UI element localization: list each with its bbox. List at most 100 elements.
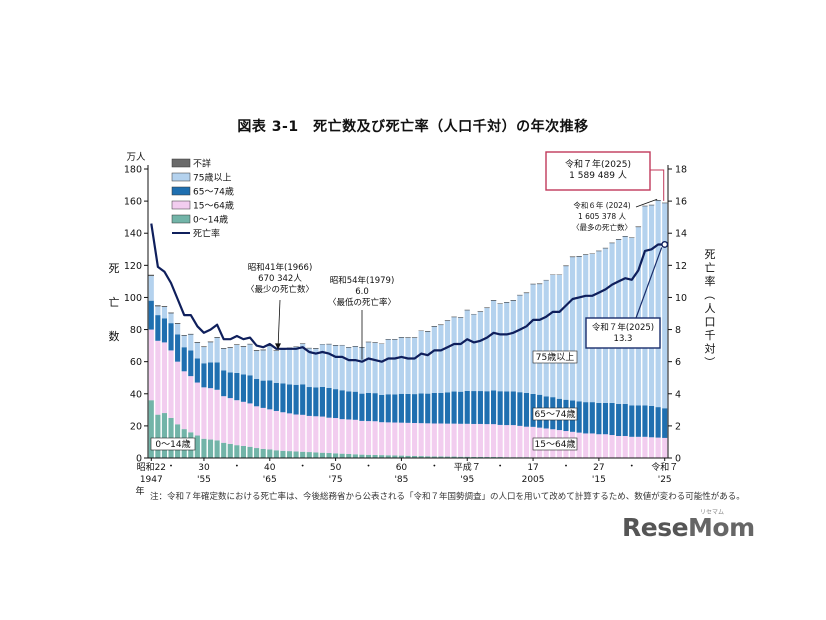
bar-age15_64-1970 — [300, 414, 306, 452]
legend-label-rate: 死亡率 — [193, 228, 220, 240]
bar-age15_64-1967 — [280, 412, 286, 451]
bar-age75plus-1948 — [155, 306, 161, 316]
bar-age0_14-1989 — [425, 456, 431, 458]
bar-age65_74-1972 — [313, 387, 319, 417]
right-axis-label-char: 亡 — [705, 261, 716, 275]
x-tick-western-1985: '85 — [394, 475, 408, 485]
bar-age15_64-1987 — [412, 423, 418, 456]
bar-age75plus-1957 — [214, 337, 220, 363]
x-tick-era-2025: 令和７ — [651, 461, 678, 473]
bar-age0_14-1969 — [293, 451, 299, 458]
bar-age75plus-2009 — [556, 274, 562, 399]
bar-age65_74-2000 — [497, 391, 503, 425]
bar-age65_74-2001 — [504, 391, 510, 426]
bar-age15_64-1995 — [464, 423, 470, 457]
x-tick-era-2015: 27 — [593, 463, 604, 473]
label-box-age75plus — [532, 350, 578, 364]
bar-age0_14-1972 — [313, 452, 319, 458]
bar-age15_64-1993 — [451, 423, 457, 457]
bar-age75plus-2024 — [655, 200, 661, 408]
bar-age15_64-1994 — [458, 423, 464, 457]
bar-age0_14-1957 — [214, 440, 220, 458]
label-box-age65_74 — [532, 407, 578, 421]
bar-age65_74-2021 — [635, 405, 641, 437]
bar-age65_74-1978 — [352, 391, 358, 420]
bar-age65_74-1993 — [451, 391, 457, 424]
bar-age65_74-1966 — [273, 382, 279, 411]
resemom-logo[interactable]: ReseMom — [622, 513, 755, 542]
bar-age0_14-1992 — [444, 456, 451, 458]
footnote: 注：令和７年確定数における死亡率は、今後総務省から公表される「令和７年国勢調査」… — [150, 492, 745, 502]
bar-age65_74-2020 — [629, 405, 635, 437]
left-tick-label-40: 40 — [130, 389, 142, 400]
bar-age75plus-1956 — [207, 342, 214, 363]
bar-age75plus-2003 — [517, 295, 523, 393]
bar-age65_74-2023 — [648, 405, 655, 438]
bar-age65_74-1963 — [254, 379, 260, 407]
bar-age75plus-2002 — [510, 300, 516, 392]
bar-age15_64-1958 — [221, 396, 227, 443]
bar-age65_74-1965 — [267, 380, 273, 410]
bar-age15_64-1990 — [431, 423, 437, 457]
bar-age0_14-1973 — [319, 452, 325, 458]
legend-label-age65_74: 65～74歳 — [193, 186, 234, 198]
callout-2025-rate-box — [585, 317, 661, 349]
bar-age75plus-1960 — [234, 344, 240, 373]
bar-age75plus-1951 — [175, 323, 181, 335]
left-tick-label-0: 0 — [136, 454, 142, 465]
annot-2024-0: 令和６年 (2024) — [573, 200, 630, 210]
bar-age65_74-1977 — [346, 391, 352, 420]
x-tick-western-2025: '25 — [658, 475, 672, 485]
bar-age65_74-1985 — [398, 393, 404, 423]
bar-age15_64-2025 — [662, 437, 668, 458]
bar-age65_74-2017 — [609, 402, 615, 436]
bar-age15_64-2020 — [629, 436, 635, 458]
bar-age65_74-2004 — [523, 392, 530, 427]
logo-kana: リセマム — [700, 509, 725, 516]
right-tick-label-0: 0 — [675, 454, 681, 465]
bar-age15_64-1989 — [425, 423, 431, 457]
bar-age65_74-1961 — [240, 374, 247, 402]
bar-age75plus-1977 — [346, 347, 352, 392]
right-axis-label-char: 口 — [705, 316, 716, 329]
bar-age65_74-1949 — [161, 318, 168, 343]
bar-age0_14-1974 — [326, 453, 332, 458]
legend-swatch-age15_64 — [171, 200, 191, 210]
left-tick-label-80: 80 — [130, 325, 142, 336]
bar-age65_74-1982 — [379, 394, 385, 423]
bar-age75plus-1958 — [221, 348, 227, 371]
bar-age75plus-2008 — [550, 274, 556, 398]
bar-age65_74-1992 — [444, 392, 451, 424]
bar-age75plus-2025 — [662, 203, 668, 409]
bar-age0_14-1979 — [359, 454, 365, 458]
axes-layer: 0 20 40 60 80 100 120 140 160 180 0 2 4 6 8 10 12 14 16 18 万… — [109, 152, 717, 497]
bar-age75plus-1988 — [418, 330, 424, 394]
x-tick-era-1947: 昭和22 — [137, 462, 166, 473]
bar-age65_74-1980 — [365, 392, 372, 422]
bar-age15_64-1947 — [148, 329, 154, 401]
bar-age15_64-1952 — [181, 371, 187, 430]
bar-age65_74-1970 — [300, 384, 306, 415]
left-tick-label-60: 60 — [130, 357, 142, 368]
bar-age15_64-1979 — [359, 420, 365, 455]
x-minor-dot-1950: ・ — [167, 462, 176, 472]
bar-age75plus-1969 — [293, 346, 299, 385]
x-tick-western-2005: 2005 — [522, 475, 545, 485]
bar-age65_74-2003 — [517, 392, 523, 426]
right-tick-label-18: 18 — [675, 165, 687, 176]
right-axis-label-char: 死 — [705, 248, 716, 261]
right-axis-label-char: 対 — [705, 342, 716, 356]
annot-1966-0: 昭和41年(1966) — [248, 262, 313, 273]
bar-age75plus-1975 — [333, 345, 339, 390]
bar-age75plus-1954 — [194, 342, 200, 359]
bar-age75plus-1981 — [372, 342, 378, 394]
rate-line-layer — [150, 223, 669, 363]
bar-age15_64-2001 — [504, 425, 510, 458]
bar-age75plus-2007 — [543, 280, 549, 397]
chart-title: 図表 3-1 死亡数及び死亡率（人口千対）の年次推移 — [237, 119, 589, 135]
bar-age0_14-1986 — [405, 455, 411, 458]
x-tick-era-1995: 平成７ — [454, 461, 481, 473]
legend-label-age0_14: 0～14歳 — [193, 214, 228, 226]
